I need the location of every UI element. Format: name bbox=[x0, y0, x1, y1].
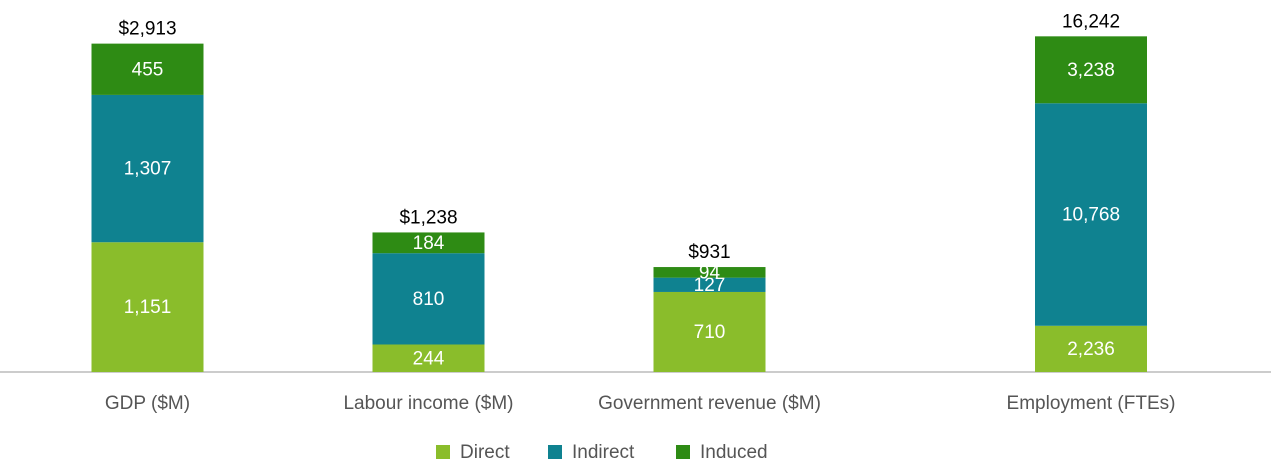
bar-segment bbox=[91, 94, 204, 243]
segment-label: 2,236 bbox=[1067, 339, 1115, 360]
segment-label: 1,307 bbox=[124, 159, 172, 180]
segment-label: 184 bbox=[413, 233, 445, 254]
segment-label: 455 bbox=[132, 59, 164, 80]
segment-label: 810 bbox=[413, 289, 445, 310]
legend-swatch bbox=[436, 445, 450, 459]
bar-segment bbox=[372, 253, 485, 345]
segment-label: 710 bbox=[694, 322, 726, 343]
x-tick-label: Labour income ($M) bbox=[343, 393, 513, 414]
bar-segment bbox=[372, 344, 485, 372]
bar-segment bbox=[91, 242, 204, 372]
segment-label: 3,238 bbox=[1067, 60, 1115, 81]
x-tick-label: Government revenue ($M) bbox=[598, 393, 821, 414]
bar-segment bbox=[653, 291, 766, 372]
legend-label: Indirect bbox=[572, 442, 635, 463]
segment-label: 1,151 bbox=[124, 297, 172, 318]
segment-label: 94 bbox=[699, 262, 721, 283]
total-label: 16,242 bbox=[1062, 11, 1120, 32]
total-label: $1,238 bbox=[399, 207, 457, 228]
legend-label: Direct bbox=[460, 442, 510, 463]
bar-segment bbox=[1035, 103, 1147, 326]
bar-segment bbox=[653, 277, 766, 292]
segment-label: 244 bbox=[413, 348, 445, 369]
total-label: $2,913 bbox=[118, 19, 176, 40]
x-tick-label: GDP ($M) bbox=[105, 393, 190, 414]
segment-label: 127 bbox=[694, 275, 726, 296]
legend-swatch bbox=[548, 445, 562, 459]
x-tick-label: Employment (FTEs) bbox=[1007, 393, 1176, 414]
bar-segment bbox=[1035, 325, 1147, 372]
total-label: $931 bbox=[688, 242, 730, 263]
bar-segment bbox=[372, 232, 485, 254]
segment-label: 10,768 bbox=[1062, 205, 1120, 226]
legend-label: Induced bbox=[700, 442, 768, 463]
bar-segment bbox=[1035, 36, 1147, 104]
bar-segment bbox=[91, 43, 204, 95]
legend-swatch bbox=[676, 445, 690, 459]
bar-segment bbox=[653, 267, 766, 278]
